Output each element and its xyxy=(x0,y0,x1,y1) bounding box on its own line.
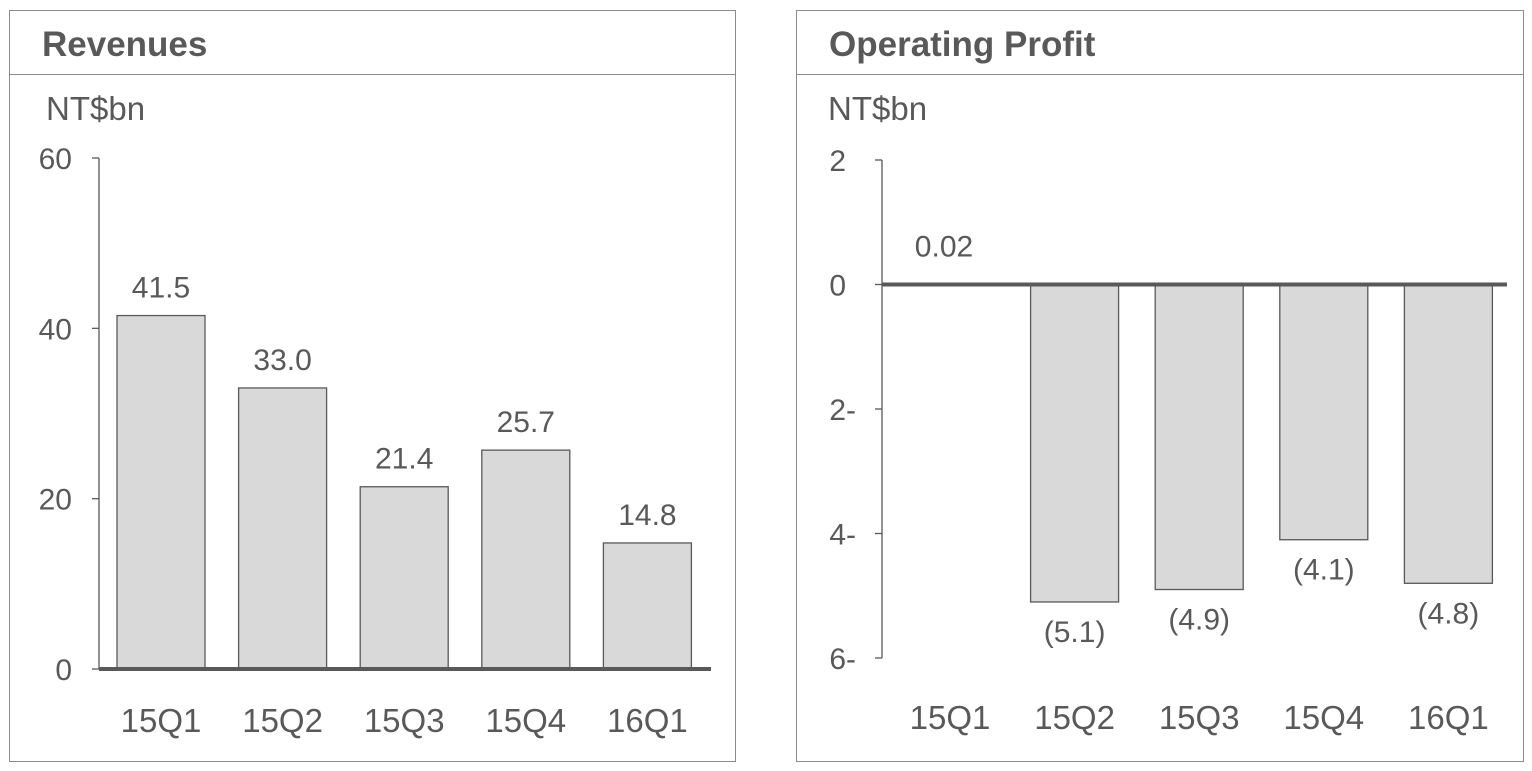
operating-profit-bar xyxy=(1154,283,1244,591)
operating-profit-title: Operating Profit xyxy=(829,25,1096,64)
revenues-bar xyxy=(237,387,328,670)
operating-profit-bar xyxy=(1403,283,1494,584)
operating-profit-data-label: (4.9) xyxy=(1168,604,1230,637)
revenues-unit-label: NT$bn xyxy=(46,90,146,127)
revenues-y-tick-label: 20 xyxy=(39,484,72,517)
revenues-y-tick-label: 40 xyxy=(39,313,72,346)
operating-profit-y-tick-label: 0 xyxy=(829,270,846,303)
revenues-x-tick-label: 16Q1 xyxy=(607,702,688,739)
operating-profit-panel: Operating Profit xyxy=(796,10,1524,762)
revenues-y-tick-label: 60 xyxy=(39,143,72,176)
revenues-x-tick-label: 15Q2 xyxy=(242,702,323,739)
revenues-data-label: 41.5 xyxy=(132,272,190,305)
operating-profit-bar xyxy=(1279,283,1369,541)
revenues-x-tick-label: 15Q3 xyxy=(364,702,445,739)
operating-profit-unit-label: NT$bn xyxy=(828,90,928,127)
revenues-panel-header: Revenues xyxy=(10,11,735,75)
operating-profit-bar xyxy=(1029,283,1120,603)
revenues-panel: Revenues xyxy=(9,10,736,762)
operating-profit-y-tick-label: 6- xyxy=(829,643,856,676)
operating-profit-y-tick-label: 2 xyxy=(829,145,846,178)
operating-profit-data-label: 0.02 xyxy=(915,231,973,264)
operating-profit-data-label: (4.8) xyxy=(1418,597,1480,630)
revenues-y-tick-label: 0 xyxy=(55,654,72,687)
operating-profit-y-tick-label: 4- xyxy=(829,519,856,552)
revenues-bar xyxy=(359,486,449,670)
operating-profit-panel-header: Operating Profit xyxy=(797,11,1523,75)
revenues-data-label: 21.4 xyxy=(375,443,433,476)
revenues-title: Revenues xyxy=(42,25,208,64)
revenues-data-label: 25.7 xyxy=(497,406,555,439)
revenues-data-label: 33.0 xyxy=(253,344,311,377)
revenues-bar xyxy=(481,449,571,670)
operating-profit-x-tick-label: 16Q1 xyxy=(1408,699,1489,736)
operating-profit-x-tick-label: 15Q4 xyxy=(1283,699,1364,736)
operating-profit-data-label: (5.1) xyxy=(1044,616,1106,649)
revenues-data-label: 14.8 xyxy=(618,499,676,532)
operating-profit-x-tick-label: 15Q1 xyxy=(910,699,991,736)
operating-profit-y-tick-label: 2- xyxy=(829,394,856,427)
revenues-bar xyxy=(602,542,693,670)
operating-profit-data-label: (4.1) xyxy=(1293,554,1355,587)
operating-profit-x-tick-label: 15Q3 xyxy=(1159,699,1240,736)
operating-profit-x-tick-label: 15Q2 xyxy=(1034,699,1115,736)
revenues-x-tick-label: 15Q4 xyxy=(485,702,566,739)
revenues-x-tick-label: 15Q1 xyxy=(121,702,202,739)
revenues-bar xyxy=(116,314,206,670)
